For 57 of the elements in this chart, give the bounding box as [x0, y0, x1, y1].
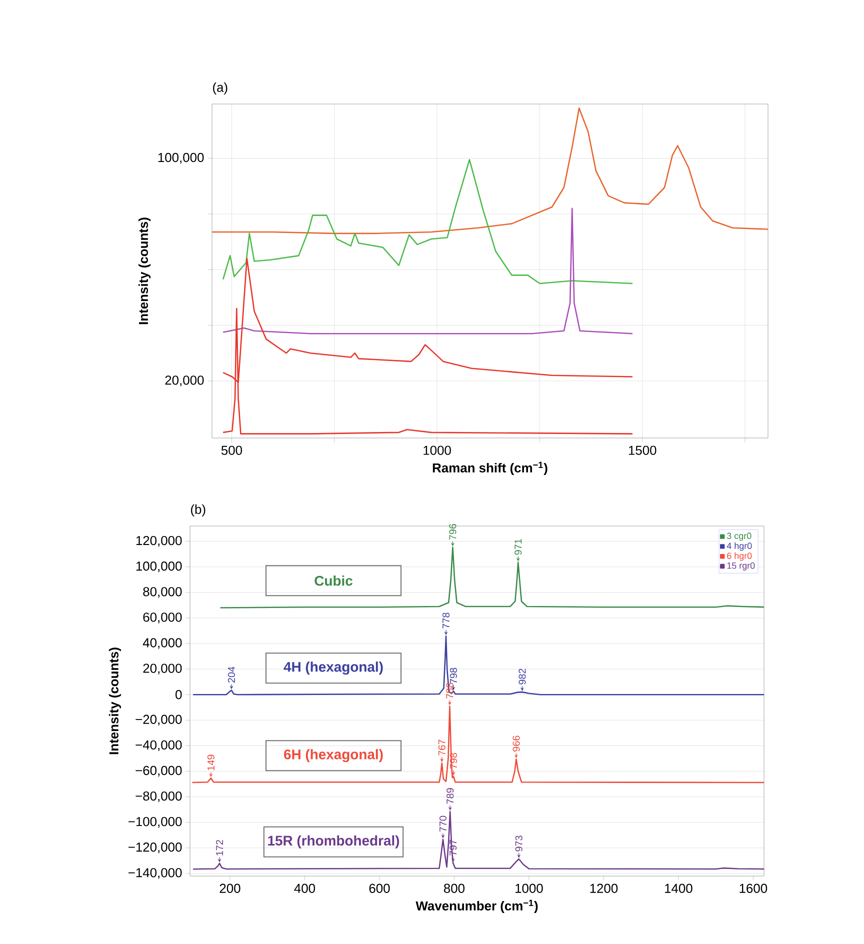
annotation: 767: [438, 740, 446, 756]
y-tick-label: −80,000: [136, 791, 182, 802]
y-axis-title: Intensity (counts): [108, 648, 122, 754]
line-series: [222, 159, 634, 284]
line-series: [211, 108, 769, 234]
x-tick-label: 600: [369, 884, 390, 893]
annotation: 15R (rhombohedral): [268, 835, 400, 848]
legend-label: 3 cgr0: [727, 532, 752, 541]
chart-title: (b): [190, 504, 206, 517]
x-tick-label: 1200: [590, 884, 618, 893]
y-tick-label: 20,000: [165, 376, 204, 386]
y-tick-label: 100,000: [136, 562, 182, 572]
annotation: 796: [449, 524, 456, 540]
x-tick-label: 800: [444, 884, 465, 893]
y-tick-label: 120,000: [136, 536, 182, 547]
legend-label: 15 rgr0: [727, 562, 755, 571]
y-axis-title: Intensity (counts): [138, 218, 151, 324]
y-tick-label: 40,000: [142, 638, 182, 649]
chart-title: (a): [213, 82, 228, 94]
x-tick-label: 1400: [665, 884, 692, 893]
annotation: Cubic: [314, 575, 352, 586]
annotation: 770: [439, 816, 447, 832]
y-tick-label: −60,000: [136, 766, 182, 777]
annotation: 966: [512, 736, 520, 752]
y-tick-label: 0: [176, 690, 182, 700]
y-tick-label: −120,000: [128, 842, 182, 854]
y-tick-label: 20,000: [143, 664, 182, 674]
x-tick-label: 500: [221, 446, 242, 455]
x-tick-label: 200: [220, 884, 240, 893]
annotation: 149: [207, 754, 214, 770]
annotation: 982: [518, 668, 526, 684]
annotation: 973: [515, 836, 522, 852]
x-tick-label: 1000: [424, 446, 451, 455]
annotation: 798: [450, 668, 457, 684]
legend-label: 4 hgr0: [726, 542, 752, 551]
x-tick-label: 1000: [516, 884, 543, 893]
y-tick-label: −140,000: [128, 868, 182, 879]
x-tick-label: 1500: [628, 446, 656, 455]
x-axis-title: Raman shift (cm$^{−1}$): [432, 462, 548, 476]
y-tick-label: 60,000: [143, 612, 182, 624]
annotation: 6H (hexagonal): [284, 749, 383, 762]
annotation: 778: [442, 612, 450, 628]
annotation: 971: [514, 539, 522, 555]
annotation: 172: [216, 840, 223, 856]
x-axis-title: Wavenumber (cm$^{−1}$): [416, 900, 538, 914]
annotation: 788: [446, 682, 454, 699]
y-tick-label: −20,000: [136, 714, 182, 726]
x-tick-label: 400: [294, 884, 316, 893]
y-tick-label: 100,000: [158, 152, 204, 164]
y-tick-label: 80,000: [143, 587, 182, 598]
annotation: 204: [228, 666, 236, 683]
x-tick-label: 1600: [740, 884, 768, 893]
legend-label: 6 hgr0: [727, 552, 752, 561]
annotation: 789: [446, 788, 454, 804]
y-tick-label: −100,000: [128, 816, 182, 828]
annotation: 4H (hexagonal): [284, 662, 383, 675]
y-tick-label: −40,000: [136, 740, 182, 752]
